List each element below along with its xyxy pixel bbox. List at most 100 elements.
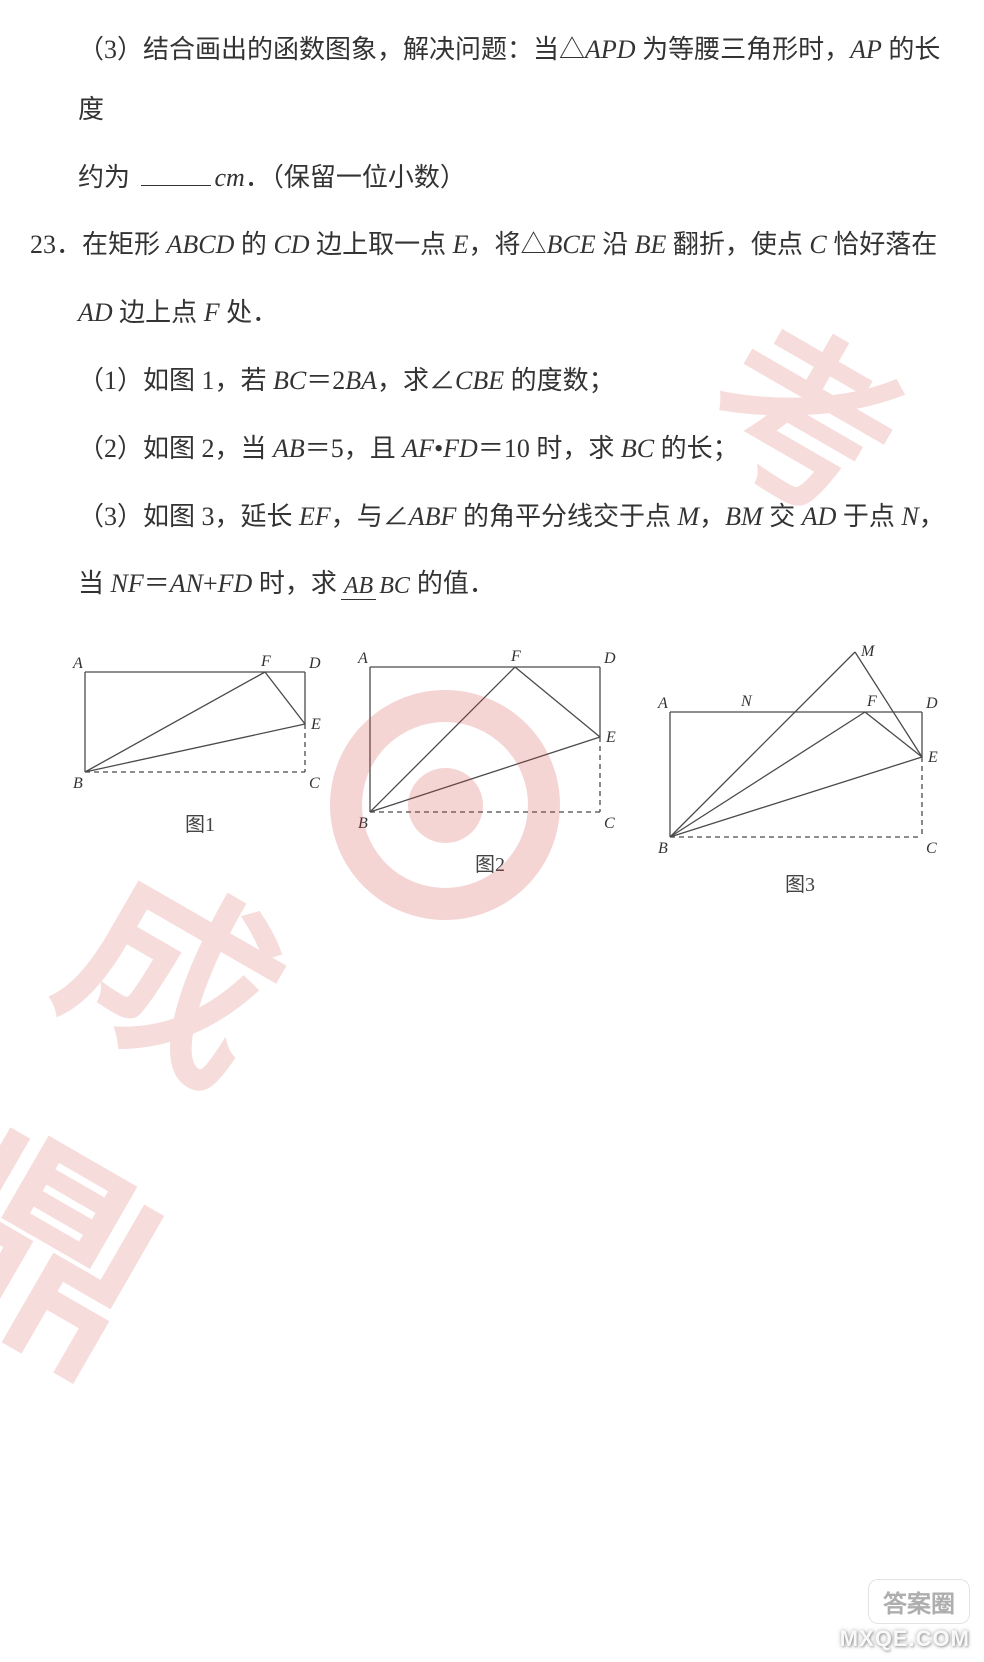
svg-text:D: D — [603, 650, 616, 667]
svg-text:B: B — [358, 815, 368, 832]
q23-number: 23． — [30, 230, 82, 259]
text-e: E — [453, 230, 469, 259]
fraction-denominator: BC — [376, 573, 413, 599]
page-content: （3）结合画出的函数图象，解决问题：当△APD 为等腰三角形时，AP 的长度 约… — [0, 0, 984, 917]
text-ap: AP — [850, 35, 882, 64]
text: 恰好落在 — [827, 230, 938, 259]
svg-text:F: F — [260, 653, 271, 670]
text: 的值． — [417, 569, 495, 598]
text-nf: NF — [111, 569, 144, 598]
q23-stem-line1: 23．在矩形 ABCD 的 CD 边上取一点 E，将△BCE 沿 BE 翻折，使… — [30, 215, 954, 275]
text: （3）如图 3，延长 — [78, 502, 299, 531]
text: 沿 — [596, 230, 635, 259]
q22-part3-line1: （3）结合画出的函数图象，解决问题：当△APD 为等腰三角形时，AP 的长度 — [30, 20, 954, 140]
text: 边上点 — [113, 298, 204, 327]
text: （3）结合画出的函数图象，解决问题：当△ — [78, 35, 585, 64]
figure-2-wrap: AFDBEC 图2 — [350, 642, 630, 897]
text-f: F — [204, 298, 220, 327]
text: ＝ — [144, 569, 170, 598]
text: • — [434, 434, 443, 463]
text: 边上取一点 — [310, 230, 453, 259]
svg-text:C: C — [604, 815, 615, 832]
svg-text:E: E — [605, 729, 616, 746]
figures-row: AFDBEC 图1 AFDBEC 图2 MANFDBEC 图3 — [30, 622, 954, 897]
q23-stem-line2: AD 边上点 F 处． — [30, 283, 954, 343]
text: ＝2 — [306, 366, 345, 395]
svg-text:A: A — [357, 650, 368, 667]
text-bce: BCE — [546, 230, 595, 259]
figure-3-wrap: MANFDBEC 图3 — [650, 642, 950, 897]
text: 的长； — [654, 434, 739, 463]
text-ba: BA — [345, 366, 377, 395]
text: 翻折，使点 — [666, 230, 809, 259]
text-c: C — [809, 230, 826, 259]
q23-part3-line2: 当 NF＝AN+FD 时，求ABBC的值． — [30, 554, 954, 614]
svg-text:N: N — [740, 693, 753, 710]
fraction-ab-bc: ABBC — [341, 573, 413, 599]
text: 当 — [78, 569, 111, 598]
text: 的度数； — [504, 366, 615, 395]
q23-part3-line1: （3）如图 3，延长 EF，与∠ABF 的角平分线交于点 M，BM 交 AD 于… — [30, 487, 954, 547]
text-fd: FD — [443, 434, 478, 463]
q23-part1: （1）如图 1，若 BC＝2BA，求∠CBE 的度数； — [30, 351, 954, 411]
text: ＝5，且 — [305, 434, 403, 463]
svg-text:A: A — [72, 655, 83, 672]
text-ab: AB — [273, 434, 305, 463]
figure-1: A F D B E C — [70, 642, 330, 802]
text-cbe: CBE — [455, 366, 504, 395]
text-bm: BM — [725, 502, 763, 531]
footer-url: MXQE.COM — [840, 1626, 970, 1651]
text-an: AN — [170, 569, 203, 598]
text: 为等腰三角形时， — [636, 35, 851, 64]
svg-text:C: C — [926, 840, 937, 857]
text: ，与∠ — [331, 502, 409, 531]
text: 在矩形 — [82, 230, 167, 259]
svg-text:F: F — [866, 693, 877, 710]
text: ，将△ — [468, 230, 546, 259]
svg-text:F: F — [510, 648, 521, 665]
figure-1-wrap: A F D B E C 图1 — [70, 642, 330, 897]
figure-2: A F D B E C — [350, 642, 630, 842]
figure-3: MANFDBEC — [650, 642, 950, 862]
text: 时，求 — [252, 569, 337, 598]
text: 约为 — [78, 163, 137, 192]
text: （1）如图 1，若 — [78, 366, 273, 395]
text-cd: CD — [273, 230, 309, 259]
text-apd: APD — [585, 35, 636, 64]
watermark-ding: 鼎 — [0, 1044, 234, 1434]
text-be: BE — [635, 230, 667, 259]
text: 于点 — [836, 502, 901, 531]
text: + — [203, 569, 218, 598]
text-bc: BC — [621, 434, 654, 463]
text-abcd: ABCD — [167, 230, 235, 259]
text: ， — [699, 502, 725, 531]
figure-3-caption: 图3 — [785, 868, 815, 897]
svg-text:A: A — [657, 695, 668, 712]
svg-text:E: E — [310, 716, 321, 733]
blank-input[interactable] — [141, 166, 211, 186]
text: 的 — [234, 230, 273, 259]
svg-text:C: C — [309, 775, 320, 792]
text: 交 — [763, 502, 802, 531]
text-ef: EF — [299, 502, 331, 531]
svg-text:E: E — [927, 749, 938, 766]
text: ，求∠ — [377, 366, 455, 395]
svg-text:D: D — [308, 655, 321, 672]
svg-text:M: M — [860, 643, 876, 660]
svg-text:B: B — [658, 840, 668, 857]
text-bc: BC — [273, 366, 306, 395]
text-n: N — [901, 502, 918, 531]
text-ad: AD — [802, 502, 837, 531]
text: 处． — [220, 298, 279, 327]
text: ， — [919, 502, 945, 531]
footer-badge: 答案圈 — [868, 1579, 970, 1624]
fraction-numerator: AB — [341, 573, 376, 600]
figure-1-caption: 图1 — [185, 808, 215, 837]
text-abf: ABF — [409, 502, 457, 531]
text: ．（保留一位小数） — [245, 163, 466, 192]
svg-text:B: B — [73, 775, 83, 792]
text-af: AF — [402, 434, 434, 463]
q22-part3-line2: 约为 cm．（保留一位小数） — [30, 148, 954, 208]
q23-part2: （2）如图 2，当 AB＝5，且 AF•FD＝10 时，求 BC 的长； — [30, 419, 954, 479]
text: 的角平分线交于点 — [456, 502, 677, 531]
